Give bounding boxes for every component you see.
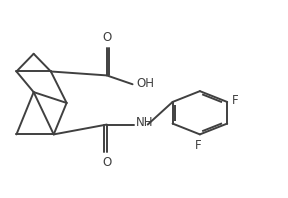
Text: O: O [102, 156, 111, 169]
Text: F: F [195, 139, 202, 152]
Text: O: O [102, 30, 111, 44]
Text: OH: OH [136, 77, 154, 90]
Text: F: F [232, 94, 238, 108]
Text: NH: NH [135, 116, 153, 129]
